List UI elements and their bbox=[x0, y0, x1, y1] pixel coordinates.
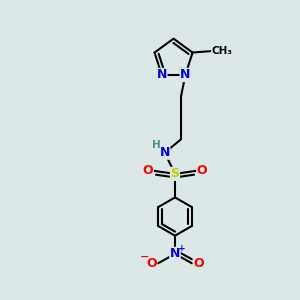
Text: CH₃: CH₃ bbox=[212, 46, 233, 56]
Text: O: O bbox=[197, 164, 207, 177]
Text: S: S bbox=[170, 167, 179, 180]
Text: N: N bbox=[157, 68, 167, 81]
Text: N: N bbox=[170, 248, 180, 260]
Text: +: + bbox=[178, 244, 185, 253]
Text: O: O bbox=[193, 257, 204, 270]
Text: N: N bbox=[180, 68, 190, 81]
Text: H: H bbox=[152, 140, 161, 150]
Text: −: − bbox=[140, 252, 149, 262]
Text: N: N bbox=[160, 146, 170, 159]
Text: O: O bbox=[142, 164, 153, 177]
Text: O: O bbox=[146, 257, 157, 270]
